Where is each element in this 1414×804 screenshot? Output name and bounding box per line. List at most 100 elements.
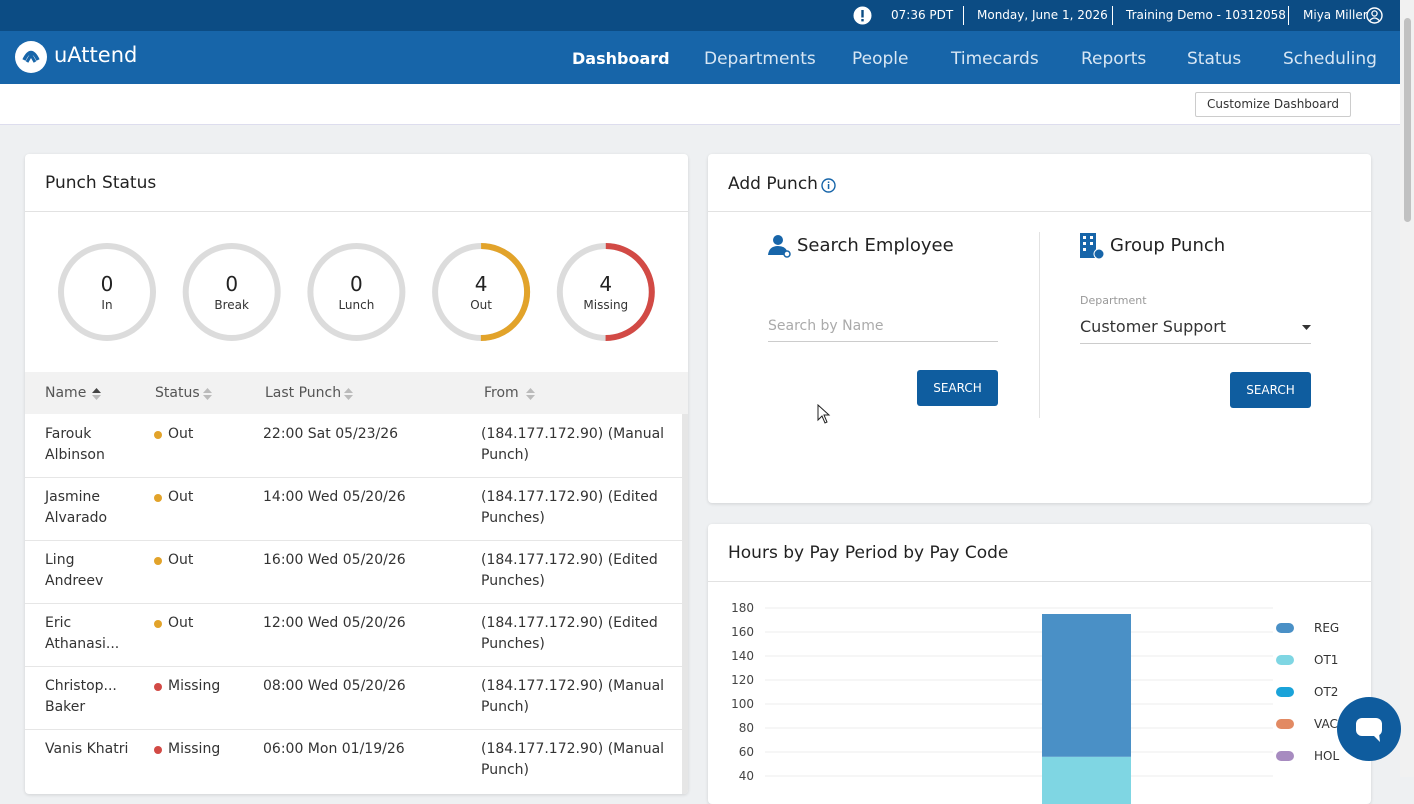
- employee-name[interactable]: Farouk Albinson: [45, 426, 105, 463]
- date: Monday, June 1, 2026: [977, 8, 1108, 22]
- alert-icon[interactable]: [853, 6, 872, 25]
- ring-track: [58, 243, 156, 341]
- nav-item[interactable]: People: [852, 49, 909, 69]
- legend-swatch: [1276, 655, 1294, 665]
- legend-swatch: [1276, 751, 1294, 761]
- y-tick-label: 100: [731, 697, 754, 711]
- y-tick-label: 160: [731, 625, 754, 639]
- legend-swatch: [1276, 623, 1294, 633]
- status-dot: [154, 557, 162, 565]
- nav-item[interactable]: Status: [1187, 49, 1242, 69]
- ring-label: Lunch: [338, 298, 374, 312]
- hours-card: Hours by Pay Period by Pay Code 40 60 80 10…: [708, 524, 1371, 804]
- department-select[interactable]: Customer Support: [1080, 317, 1311, 344]
- row-divider: [25, 603, 682, 604]
- account[interactable]: Training Demo - 10312058: [1126, 8, 1286, 22]
- ring-label: Break: [214, 298, 249, 312]
- search-button[interactable]: SEARCH: [917, 370, 998, 406]
- bar-segment: [1042, 756, 1131, 804]
- column-header[interactable]: Last Punch: [265, 385, 342, 401]
- sort-icon[interactable]: [92, 388, 101, 400]
- nav-bar: uAttend Dashboard Departments People Timeca…: [0, 31, 1400, 84]
- legend-label[interactable]: VAC: [1314, 717, 1338, 731]
- legend-label[interactable]: REG: [1314, 621, 1339, 635]
- ring-track: [182, 243, 281, 341]
- user[interactable]: Miya Miller: [1303, 8, 1368, 22]
- sort-icon[interactable]: [344, 388, 353, 400]
- nav-item[interactable]: Scheduling: [1283, 49, 1377, 69]
- dropdown-arrow: [1302, 325, 1311, 330]
- nav-item[interactable]: Dashboard: [572, 49, 670, 68]
- punch-status-card: Punch Status 0 In 0 Break 0 Lunch 4 Out 4 Missing…: [25, 154, 688, 794]
- mouse-cursor: [817, 404, 831, 424]
- legend-swatch: [1276, 719, 1294, 729]
- employee-name[interactable]: Eric Athanasi...: [45, 615, 120, 652]
- section-title: Group Punch: [1110, 235, 1226, 256]
- punch-source: (184.177.172.90) (Manual Punch): [481, 741, 665, 778]
- column-header[interactable]: From: [484, 385, 519, 401]
- scrollbar: [1400, 0, 1414, 777]
- last-punch: 06:00 Mon 01/19/26: [263, 741, 405, 757]
- y-tick-label: 60: [739, 745, 754, 759]
- punch-source: (184.177.172.90) (Edited Punches): [481, 552, 658, 589]
- status-dot: [154, 746, 162, 754]
- status-dot: [154, 431, 162, 439]
- bar-segment: [1042, 614, 1131, 757]
- logo-icon[interactable]: [15, 41, 47, 73]
- legend-label[interactable]: OT1: [1314, 653, 1338, 667]
- ring-track: [307, 243, 406, 341]
- employee-name[interactable]: Christop... Baker: [45, 678, 117, 715]
- search-input[interactable]: Search by Name: [768, 318, 998, 342]
- ring-value: 4: [475, 272, 488, 296]
- punch-source: (184.177.172.90) (Manual Punch): [481, 426, 665, 463]
- nav-item[interactable]: Departments: [704, 49, 816, 69]
- search-button[interactable]: SEARCH: [1230, 372, 1311, 408]
- hours-chart: 40 60 80 100 120 140 160 180 REG OT1 OT2 VAC HOL: [731, 601, 1339, 804]
- row-divider: [25, 729, 682, 730]
- column-header[interactable]: Name: [45, 385, 87, 401]
- top-bar: 07:36 PDT Monday, June 1, 2026 Training …: [0, 0, 1400, 31]
- logo-text[interactable]: uAttend: [54, 43, 138, 67]
- nav-item[interactable]: Timecards: [951, 49, 1039, 69]
- ring-value: 0: [350, 272, 363, 296]
- ring-label: In: [101, 298, 112, 312]
- section-title: Search Employee: [797, 235, 954, 256]
- department-label: Department: [1080, 294, 1147, 307]
- chat-button[interactable]: [1337, 697, 1401, 761]
- search-employee-icon: [768, 235, 791, 258]
- employee-name[interactable]: Vanis Khatri: [45, 741, 129, 757]
- card-title: Add Punch: [728, 174, 818, 194]
- table-scrollbar: [682, 414, 688, 794]
- status-rings: 0 In 0 Break 0 Lunch 4 Out 4 Missing: [58, 243, 655, 341]
- info-icon[interactable]: [821, 178, 836, 193]
- employee-name[interactable]: Ling Andreev: [45, 552, 104, 589]
- y-tick-label: 40: [739, 769, 754, 783]
- last-punch: 12:00 Wed 05/20/26: [263, 615, 406, 631]
- y-tick-label: 80: [739, 721, 754, 735]
- punch-source: (184.177.172.90) (Manual Punch): [481, 678, 665, 715]
- nav-item[interactable]: Reports: [1081, 49, 1147, 69]
- y-tick-label: 120: [731, 673, 754, 687]
- ring-value: 0: [225, 272, 238, 296]
- user-icon[interactable]: [1366, 7, 1383, 24]
- time: 07:36 PDT: [891, 8, 954, 22]
- status-dot: [154, 620, 162, 628]
- customize-button[interactable]: Customize Dashboard: [1195, 92, 1351, 117]
- status: Out: [168, 489, 194, 505]
- legend-label[interactable]: OT2: [1314, 685, 1338, 699]
- status: Out: [168, 552, 194, 568]
- status: Missing: [168, 741, 221, 757]
- column-header[interactable]: Status: [155, 385, 200, 401]
- legend-label[interactable]: HOL: [1314, 749, 1339, 763]
- status: Missing: [168, 678, 221, 694]
- sort-icon[interactable]: [203, 388, 212, 400]
- sort-icon[interactable]: [526, 388, 535, 400]
- status-dot: [154, 683, 162, 691]
- employee-name[interactable]: Jasmine Alvarado: [45, 489, 108, 526]
- row-divider: [25, 477, 682, 478]
- last-punch: 16:00 Wed 05/20/26: [263, 552, 406, 568]
- ring-value: 0: [101, 272, 114, 296]
- y-tick-label: 140: [731, 649, 754, 663]
- table-header: [25, 372, 688, 414]
